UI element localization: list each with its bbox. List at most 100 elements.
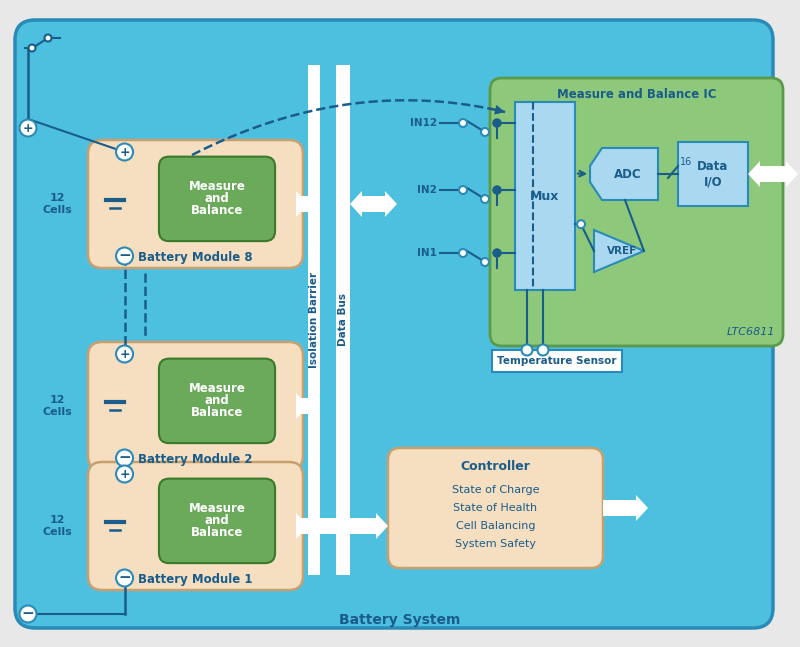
Text: System Safety: System Safety [455,539,536,549]
Text: Measure: Measure [189,181,246,193]
Circle shape [522,344,533,355]
Text: Battery Module 1: Battery Module 1 [138,573,253,586]
Bar [336,65,350,575]
Polygon shape [303,191,315,217]
Circle shape [481,128,489,136]
Circle shape [459,249,467,257]
Text: LTC6811: LTC6811 [726,327,775,337]
Circle shape [116,144,133,160]
Polygon shape [350,191,362,217]
Bar [296,518,315,534]
FancyBboxPatch shape [88,342,303,470]
Text: Battery System: Battery System [339,613,461,627]
FancyBboxPatch shape [490,78,783,346]
Text: IN12: IN12 [410,118,437,128]
Bar [678,142,748,206]
Text: Measure and Balance IC: Measure and Balance IC [557,87,716,100]
Text: and: and [205,395,230,408]
Polygon shape [303,513,315,539]
Bar [760,166,786,182]
Text: 12
Cells: 12 Cells [42,193,72,215]
FancyBboxPatch shape [159,358,275,443]
Text: +: + [22,122,34,135]
Text: IN2: IN2 [417,185,437,195]
Circle shape [459,119,467,127]
Text: Controller: Controller [461,459,530,472]
Text: Battery Module 2: Battery Module 2 [138,454,253,466]
Bar [296,398,315,414]
Polygon shape [494,105,505,115]
Text: Cell Balancing: Cell Balancing [456,521,535,531]
Text: Mux: Mux [530,190,560,203]
Polygon shape [296,191,308,217]
Polygon shape [786,161,798,187]
Circle shape [459,186,467,194]
FancyBboxPatch shape [159,479,275,563]
Text: Balance: Balance [191,204,243,217]
Text: I/O: I/O [704,175,722,188]
Bar [603,500,636,516]
Text: Balance: Balance [191,406,243,419]
Bar [362,196,385,212]
Text: 12
Cells: 12 Cells [42,515,72,537]
Bar [492,350,622,372]
Circle shape [29,45,35,52]
Text: −: − [118,450,131,465]
Polygon shape [594,230,644,272]
Circle shape [493,119,501,127]
Circle shape [493,186,501,194]
Text: −: − [118,571,131,586]
Bar [315,518,376,534]
Text: VREF: VREF [607,246,637,256]
Text: −: − [22,606,34,622]
Polygon shape [296,393,308,419]
Text: 16: 16 [680,157,692,167]
Polygon shape [303,393,315,419]
FancyBboxPatch shape [159,157,275,241]
Circle shape [493,249,501,257]
Text: Measure: Measure [189,502,246,516]
Circle shape [45,34,51,41]
Text: Measure: Measure [189,382,246,395]
Text: IN1: IN1 [417,248,437,258]
Circle shape [116,345,133,362]
Text: +: + [119,347,130,360]
Text: State of Health: State of Health [454,503,538,513]
Text: +: + [119,146,130,159]
Polygon shape [296,513,308,539]
Circle shape [116,450,133,466]
Text: Balance: Balance [191,527,243,540]
Circle shape [538,344,549,355]
Circle shape [577,220,585,228]
Bar [308,65,320,575]
Circle shape [481,258,489,266]
Polygon shape [590,148,658,200]
Text: 12
Cells: 12 Cells [42,395,72,417]
FancyBboxPatch shape [88,140,303,268]
Polygon shape [376,513,388,539]
Text: +: + [119,468,130,481]
Circle shape [19,120,37,137]
Circle shape [116,569,133,586]
Text: ADC: ADC [614,168,642,181]
Polygon shape [303,513,315,539]
Polygon shape [385,191,397,217]
Text: Data Bus: Data Bus [338,294,348,347]
Circle shape [116,248,133,265]
Text: and: and [205,514,230,527]
Text: Isolation Barrier: Isolation Barrier [309,272,319,368]
Bar [296,196,315,212]
Polygon shape [748,161,760,187]
FancyBboxPatch shape [388,448,603,568]
Text: −: − [118,248,131,263]
Circle shape [116,465,133,483]
FancyBboxPatch shape [88,462,303,590]
Text: Temperature Sensor: Temperature Sensor [498,356,617,366]
Bar [515,102,575,290]
Circle shape [19,606,37,622]
Circle shape [481,195,489,203]
Polygon shape [636,495,648,521]
Text: State of Charge: State of Charge [452,485,539,495]
Text: and: and [205,192,230,205]
Text: Data: Data [698,160,729,173]
